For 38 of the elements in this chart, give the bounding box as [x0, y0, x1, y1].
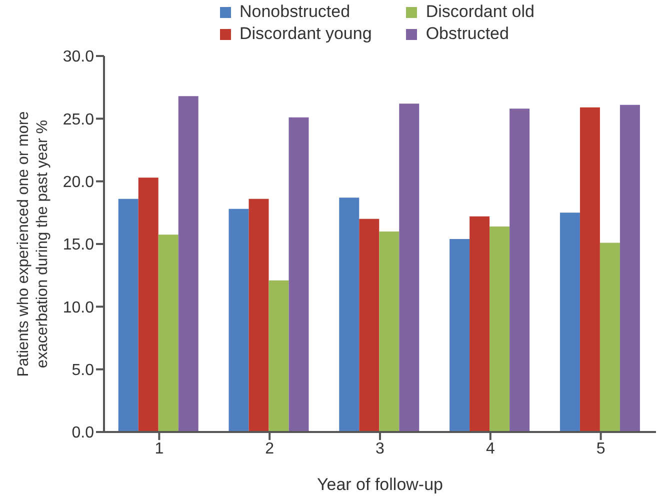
- y-tick-label: 5.0: [72, 362, 94, 380]
- x-tick-label: 3: [376, 440, 385, 458]
- bar: [248, 198, 269, 432]
- bar: [268, 280, 289, 432]
- bar: [399, 104, 420, 432]
- bar: [118, 198, 138, 432]
- y-tick-label: 30.0: [62, 48, 94, 66]
- legend-label: Nonobstructed: [240, 2, 350, 22]
- y-tick-label: 20.0: [62, 174, 94, 192]
- bar: [138, 178, 158, 432]
- bar: [288, 117, 309, 432]
- bar: [228, 208, 249, 432]
- legend-label: Obstructed: [426, 24, 509, 44]
- y-tick-label: 10.0: [62, 299, 94, 316]
- bar: [359, 218, 380, 432]
- x-tick-label: 4: [486, 440, 495, 458]
- bar: [620, 104, 640, 432]
- y-tick-label: 0.0: [72, 424, 94, 442]
- legend-label: Discordant young: [240, 24, 372, 44]
- x-tick-label: 2: [265, 440, 274, 458]
- x-tick-label: 1: [154, 440, 164, 458]
- legend-label: Discordant old: [426, 2, 534, 22]
- bar: [490, 226, 510, 432]
- x-tick-label: 5: [596, 440, 606, 458]
- bar: [580, 107, 600, 432]
- bar: [339, 198, 360, 432]
- y-axis-title: Patients who experienced one or more exacerbation during the past year %: [15, 111, 51, 377]
- bar: [178, 96, 198, 432]
- bar: [470, 216, 490, 432]
- bar: [560, 212, 580, 432]
- x-axis-title: Year of follow-up: [316, 475, 444, 494]
- bar: [510, 108, 530, 432]
- bar: [158, 234, 178, 432]
- bar: [600, 242, 620, 432]
- bar: [379, 231, 400, 432]
- y-tick-label: 25.0: [62, 111, 94, 128]
- y-tick-label: 15.0: [62, 236, 94, 254]
- bar: [450, 238, 470, 432]
